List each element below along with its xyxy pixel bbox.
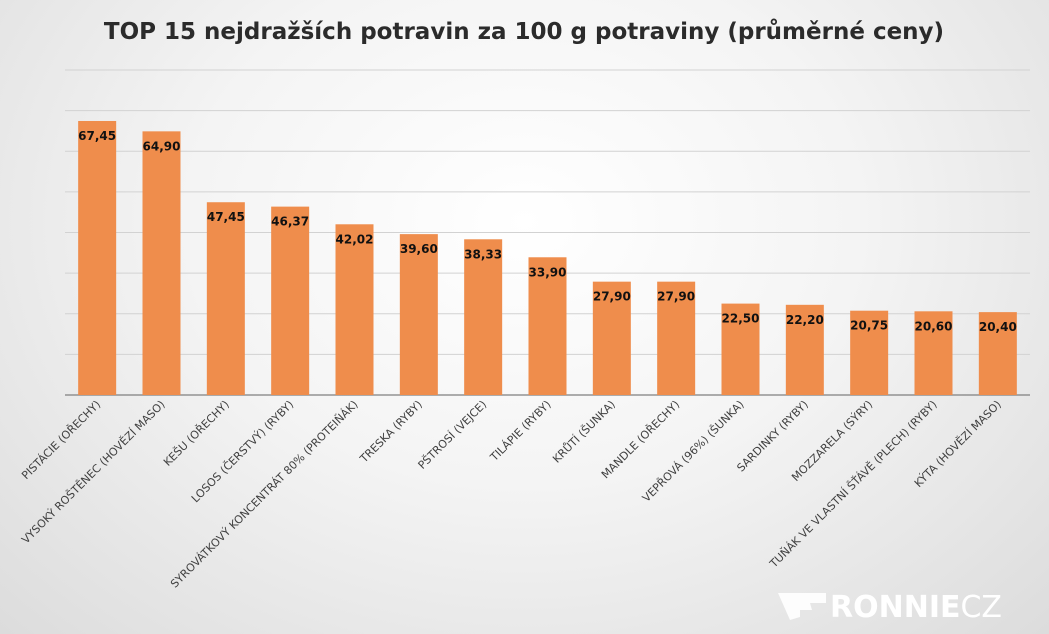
bar [978,312,1017,395]
bar [142,131,181,395]
value-label: 20,75 [850,319,888,333]
bar [785,304,824,395]
value-label: 22,50 [722,312,760,326]
value-labels: 67,45 64,90 47,45 46,37 42,02 39,60 38,33 33,90… [78,129,1017,334]
bar [528,257,567,395]
bar [78,120,117,395]
category-labels: PISTÁCIE (OŘECHY)VYSOKÝ ROŠTĚNEC (HOVĚZÍ… [19,398,1004,591]
value-label: 64,90 [143,139,181,153]
value-label: 42,02 [336,232,374,246]
watermark-text: RONNIECZ [830,590,1002,625]
value-label: 27,90 [593,290,631,304]
category-label: PŠTROSÍ (VEJCE) [416,398,490,472]
bar [850,310,889,395]
value-label: 22,20 [786,313,824,327]
bar [721,303,760,395]
value-label: 46,37 [271,215,309,229]
bar [271,206,310,395]
ronnie-logo: RONNIECZ [778,590,1002,625]
bar [464,239,503,395]
category-label: VYSOKÝ ROŠTĚNEC (HOVĚZÍ MASO) [19,398,167,546]
bar [657,281,696,395]
bar [335,224,374,395]
category-label: KEŠU (OŘECHY) [161,398,232,469]
value-label: 27,90 [657,290,695,304]
bar [914,311,953,395]
category-label: LOSOS (ČERSTVÝ) (RYBY) [189,398,296,505]
logo-wing-icon [778,593,826,620]
value-label: 38,33 [464,247,502,261]
category-label: KRŮTÍ (ŠUNKA) [550,398,618,466]
category-label: TRESKA (RYBY) [357,398,425,466]
value-label: 67,45 [78,129,116,143]
category-label: TILÁPIE (RYBY) [487,398,554,465]
bar [399,234,438,395]
chart-title: TOP 15 nejdražších potravin za 100 g pot… [104,18,944,45]
category-label: SARDINKY (RYBY) [734,398,811,475]
value-label: 20,60 [915,319,953,333]
value-label: 39,60 [400,242,438,256]
bars [78,120,1017,395]
value-label: 47,45 [207,210,245,224]
bar [592,281,631,395]
bar [206,202,245,395]
value-label: 20,40 [979,320,1017,334]
value-label: 33,90 [529,265,567,279]
